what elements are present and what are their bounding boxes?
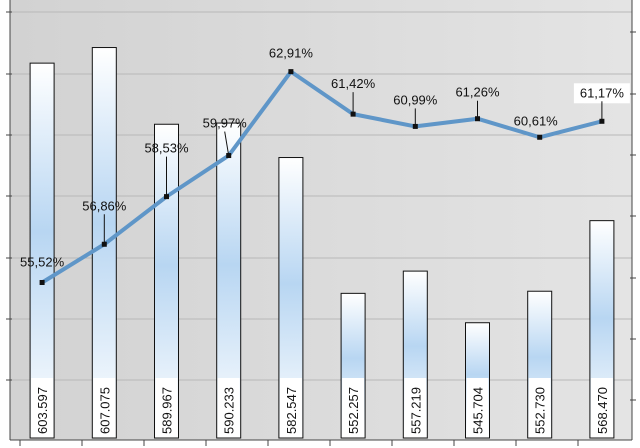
bar-labels: 603.597 607.075 589.967 590.233 582.547 552.2… xyxy=(31,378,613,436)
bar-label-bg-6 xyxy=(404,378,427,436)
line-point-0 xyxy=(39,279,45,285)
bar-label-bg-9 xyxy=(590,378,613,436)
line-point-4 xyxy=(288,69,294,75)
bar-label-3: 590.233 xyxy=(222,387,237,434)
bar-label-6: 557.219 xyxy=(408,387,423,434)
line-label-bg-9 xyxy=(573,83,630,104)
line-label-0: 55,52% xyxy=(20,254,65,269)
bar-label-4: 582.547 xyxy=(284,387,299,434)
bar-label-bg-8 xyxy=(528,378,551,436)
bar-label-7: 545.704 xyxy=(471,387,486,434)
line-label-5: 61,42% xyxy=(331,76,376,91)
line-point-8 xyxy=(537,134,543,140)
line-label-6: 60,99% xyxy=(393,92,438,107)
line-path xyxy=(41,69,603,285)
line-label-1: 56,86% xyxy=(82,198,127,213)
bar-label-bg-5 xyxy=(342,378,365,436)
line-label-3: 59,97% xyxy=(203,116,248,131)
bar-label-5: 552.257 xyxy=(346,387,361,434)
bar-label-bg-2 xyxy=(155,378,178,436)
bar-label-bg-3 xyxy=(217,378,240,436)
bar-label-0: 603.597 xyxy=(35,387,50,434)
line-label-7: 61,26% xyxy=(455,85,500,100)
bar-label-bg-4 xyxy=(279,378,302,436)
line-point-6 xyxy=(412,123,418,129)
bar-label-8: 552.730 xyxy=(533,387,548,434)
bar-label-bg-1 xyxy=(93,378,116,436)
bar-label-9: 568.470 xyxy=(595,387,610,434)
bar-label-1: 607.075 xyxy=(97,387,112,434)
bar-label-2: 589.967 xyxy=(160,387,175,434)
bar-0 xyxy=(29,62,55,439)
line-label-8: 60,61% xyxy=(514,113,559,128)
bar-label-bg-7 xyxy=(466,378,489,436)
line-label-9: 61,17% xyxy=(580,85,625,100)
line-labels: 55,52% 56,86% 58,53% 59,97% 62,91% 61,42% 60,9… xyxy=(20,46,630,269)
line-label-2: 58,53% xyxy=(144,141,189,156)
leader-line-3 xyxy=(224,131,230,156)
line-label-4: 62,91% xyxy=(269,46,314,61)
bar-label-bg-0 xyxy=(31,378,54,436)
